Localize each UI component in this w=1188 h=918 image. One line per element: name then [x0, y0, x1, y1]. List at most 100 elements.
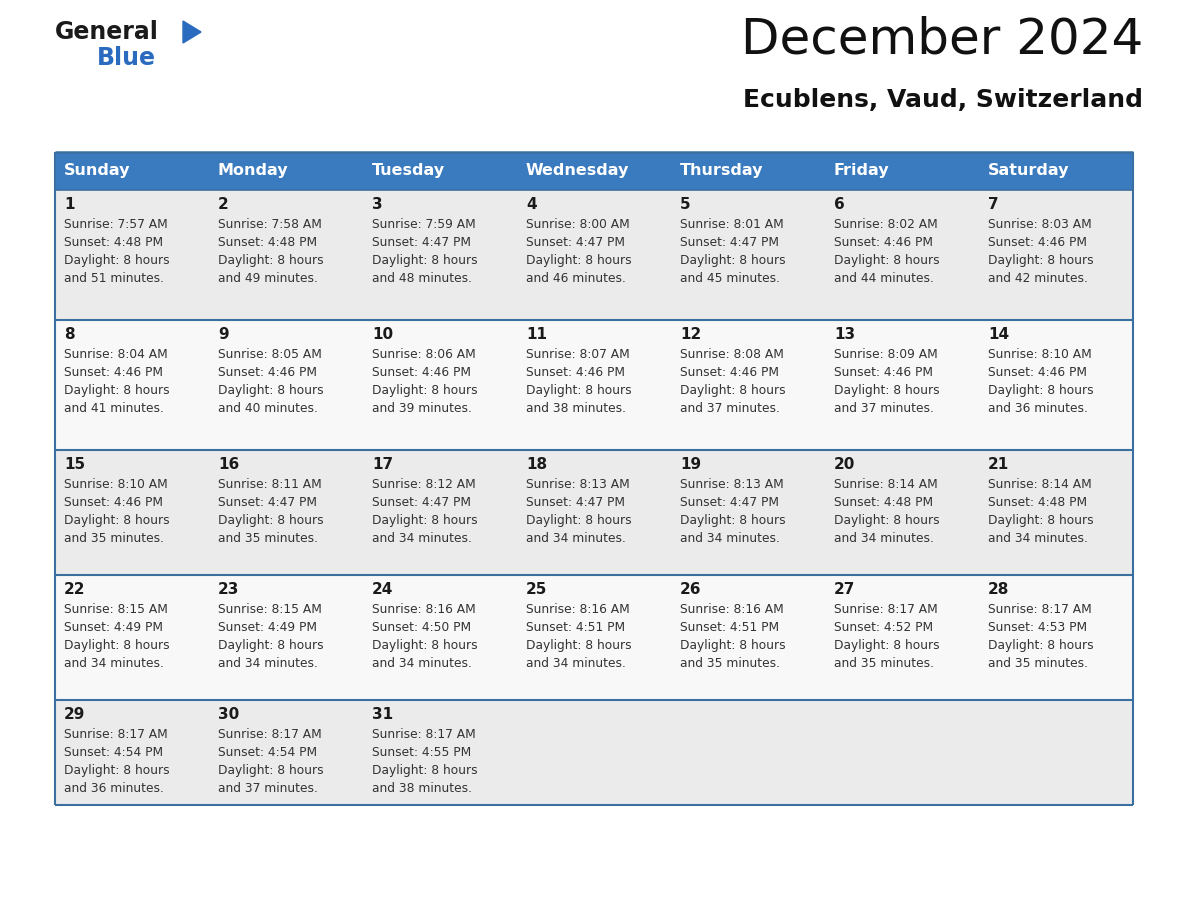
Text: Sunset: 4:48 PM: Sunset: 4:48 PM	[219, 236, 317, 249]
Bar	[824, 320, 979, 450]
Bar	[517, 190, 671, 320]
Text: Daylight: 8 hours: Daylight: 8 hours	[680, 514, 785, 527]
Text: Sunrise: 7:59 AM: Sunrise: 7:59 AM	[372, 218, 475, 231]
Bar	[364, 190, 517, 320]
Bar	[517, 575, 671, 700]
Text: Sunset: 4:48 PM: Sunset: 4:48 PM	[988, 496, 1087, 509]
Text: Sunrise: 8:12 AM: Sunrise: 8:12 AM	[372, 478, 475, 491]
Text: 26: 26	[680, 582, 701, 597]
Text: and 46 minutes.: and 46 minutes.	[526, 272, 626, 285]
Text: and 45 minutes.: and 45 minutes.	[680, 272, 781, 285]
Text: Sunrise: 8:16 AM: Sunrise: 8:16 AM	[680, 603, 784, 616]
Text: Daylight: 8 hours: Daylight: 8 hours	[372, 384, 478, 397]
Text: Daylight: 8 hours: Daylight: 8 hours	[834, 514, 940, 527]
Bar	[979, 575, 1133, 700]
Text: 21: 21	[988, 457, 1010, 472]
Text: 10: 10	[372, 327, 393, 342]
Text: Sunrise: 8:02 AM: Sunrise: 8:02 AM	[834, 218, 937, 231]
Text: and 34 minutes.: and 34 minutes.	[526, 532, 626, 545]
Text: 28: 28	[988, 582, 1010, 597]
Text: 18: 18	[526, 457, 548, 472]
Text: and 34 minutes.: and 34 minutes.	[372, 532, 472, 545]
Text: 8: 8	[64, 327, 75, 342]
Text: Daylight: 8 hours: Daylight: 8 hours	[372, 514, 478, 527]
Text: Sunset: 4:46 PM: Sunset: 4:46 PM	[219, 366, 317, 379]
Text: Daylight: 8 hours: Daylight: 8 hours	[526, 384, 632, 397]
Text: Sunrise: 8:11 AM: Sunrise: 8:11 AM	[219, 478, 322, 491]
Text: Sunrise: 8:17 AM: Sunrise: 8:17 AM	[372, 728, 475, 741]
Text: Sunrise: 8:07 AM: Sunrise: 8:07 AM	[526, 348, 630, 361]
Text: Ecublens, Vaud, Switzerland: Ecublens, Vaud, Switzerland	[742, 88, 1143, 112]
Text: Sunrise: 8:04 AM: Sunrise: 8:04 AM	[64, 348, 168, 361]
Bar	[824, 152, 979, 190]
Text: Daylight: 8 hours: Daylight: 8 hours	[526, 639, 632, 652]
Text: Daylight: 8 hours: Daylight: 8 hours	[834, 384, 940, 397]
Text: 31: 31	[372, 707, 393, 722]
Text: Sunset: 4:46 PM: Sunset: 4:46 PM	[680, 366, 779, 379]
Text: and 37 minutes.: and 37 minutes.	[219, 782, 318, 795]
Text: and 34 minutes.: and 34 minutes.	[526, 657, 626, 670]
Text: and 34 minutes.: and 34 minutes.	[64, 657, 164, 670]
Text: Sunrise: 8:10 AM: Sunrise: 8:10 AM	[988, 348, 1092, 361]
Text: and 35 minutes.: and 35 minutes.	[680, 657, 781, 670]
Text: Sunrise: 8:06 AM: Sunrise: 8:06 AM	[372, 348, 475, 361]
Text: 22: 22	[64, 582, 86, 597]
Text: 29: 29	[64, 707, 86, 722]
Text: Sunrise: 8:15 AM: Sunrise: 8:15 AM	[64, 603, 168, 616]
Text: Daylight: 8 hours: Daylight: 8 hours	[64, 254, 170, 267]
Text: Sunday: Sunday	[64, 163, 131, 178]
Text: Sunset: 4:51 PM: Sunset: 4:51 PM	[526, 621, 625, 634]
Text: 6: 6	[834, 197, 845, 212]
Bar	[979, 450, 1133, 575]
Text: Daylight: 8 hours: Daylight: 8 hours	[64, 764, 170, 777]
Text: Daylight: 8 hours: Daylight: 8 hours	[219, 384, 323, 397]
Text: and 41 minutes.: and 41 minutes.	[64, 402, 164, 415]
Bar	[209, 575, 364, 700]
Text: Daylight: 8 hours: Daylight: 8 hours	[372, 639, 478, 652]
Text: and 37 minutes.: and 37 minutes.	[834, 402, 934, 415]
Text: 20: 20	[834, 457, 855, 472]
Text: Daylight: 8 hours: Daylight: 8 hours	[64, 384, 170, 397]
Bar	[671, 190, 824, 320]
Bar	[364, 575, 517, 700]
Text: Sunset: 4:49 PM: Sunset: 4:49 PM	[64, 621, 163, 634]
Text: and 34 minutes.: and 34 minutes.	[988, 532, 1088, 545]
Text: 11: 11	[526, 327, 546, 342]
Text: Sunset: 4:47 PM: Sunset: 4:47 PM	[680, 496, 779, 509]
Text: and 34 minutes.: and 34 minutes.	[372, 657, 472, 670]
Bar	[824, 700, 979, 805]
Text: and 36 minutes.: and 36 minutes.	[64, 782, 164, 795]
Text: Sunset: 4:46 PM: Sunset: 4:46 PM	[988, 366, 1087, 379]
Text: Monday: Monday	[219, 163, 289, 178]
Bar	[209, 700, 364, 805]
Text: 2: 2	[219, 197, 229, 212]
Text: 17: 17	[372, 457, 393, 472]
Text: Sunset: 4:47 PM: Sunset: 4:47 PM	[526, 496, 625, 509]
Text: Daylight: 8 hours: Daylight: 8 hours	[219, 514, 323, 527]
Text: Daylight: 8 hours: Daylight: 8 hours	[64, 514, 170, 527]
Text: Blue: Blue	[97, 46, 156, 70]
Text: Tuesday: Tuesday	[372, 163, 446, 178]
Text: Daylight: 8 hours: Daylight: 8 hours	[219, 254, 323, 267]
Text: Daylight: 8 hours: Daylight: 8 hours	[988, 384, 1094, 397]
Text: Sunset: 4:46 PM: Sunset: 4:46 PM	[64, 366, 163, 379]
Bar	[671, 320, 824, 450]
Text: Thursday: Thursday	[680, 163, 764, 178]
Text: Sunset: 4:47 PM: Sunset: 4:47 PM	[372, 496, 470, 509]
Text: and 35 minutes.: and 35 minutes.	[988, 657, 1088, 670]
Bar	[517, 320, 671, 450]
Text: Daylight: 8 hours: Daylight: 8 hours	[526, 514, 632, 527]
Text: and 39 minutes.: and 39 minutes.	[372, 402, 472, 415]
Bar	[517, 450, 671, 575]
Text: 23: 23	[219, 582, 239, 597]
Text: Daylight: 8 hours: Daylight: 8 hours	[988, 254, 1094, 267]
Bar	[979, 700, 1133, 805]
Text: 5: 5	[680, 197, 690, 212]
Text: Sunset: 4:46 PM: Sunset: 4:46 PM	[526, 366, 625, 379]
Bar	[979, 320, 1133, 450]
Bar	[671, 152, 824, 190]
Bar	[824, 190, 979, 320]
Text: Sunrise: 8:00 AM: Sunrise: 8:00 AM	[526, 218, 630, 231]
Bar	[364, 700, 517, 805]
Bar	[517, 152, 671, 190]
